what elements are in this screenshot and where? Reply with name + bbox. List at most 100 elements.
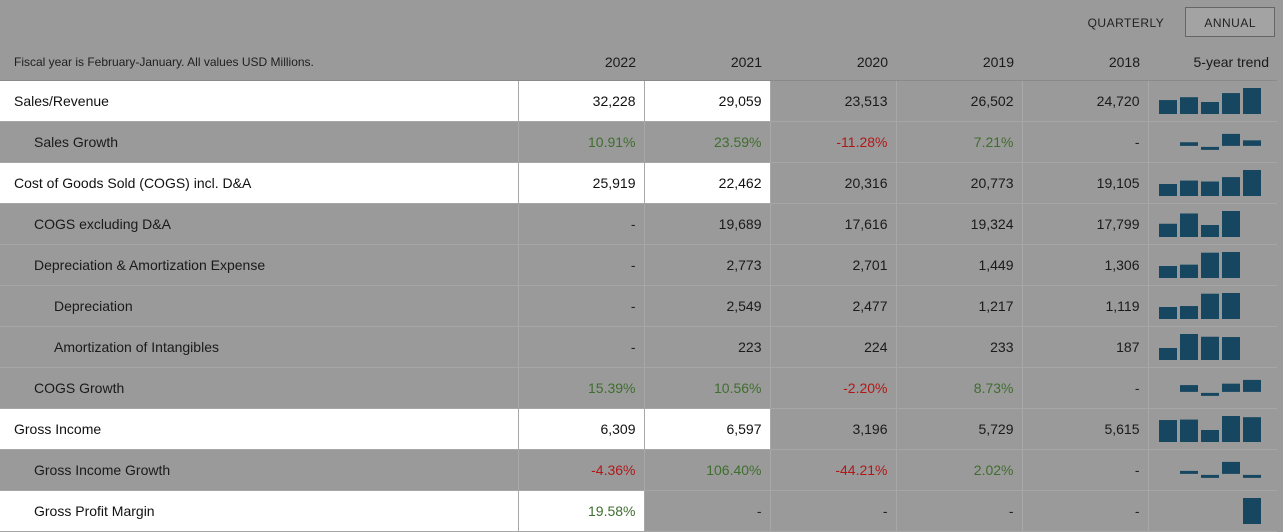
- trend-sparkline: [1158, 334, 1240, 360]
- value-cell: 2.02%: [895, 449, 1022, 491]
- value-cell: -: [1021, 490, 1148, 532]
- trend-bar: [1242, 170, 1261, 196]
- value-cell: -2.20%: [769, 367, 896, 409]
- trend-bar: [1200, 225, 1219, 237]
- row-label: COGS Growth: [0, 367, 518, 409]
- table-row: Depreciation & Amortization Expense -2,77…: [0, 244, 1277, 286]
- value-cell: 19,324: [895, 203, 1022, 245]
- trend-bar: [1179, 97, 1198, 114]
- value-cell: 1,306: [1021, 244, 1148, 286]
- trend-bar: [1221, 461, 1240, 474]
- annual-button[interactable]: ANNUAL: [1185, 7, 1275, 37]
- value-cell: 7.21%: [895, 121, 1022, 163]
- value-cell: 1,449: [895, 244, 1022, 286]
- value-cell: -: [517, 326, 644, 368]
- trend-bar: [1221, 252, 1240, 278]
- row-label: COGS excluding D&A: [0, 203, 518, 245]
- row-label: Sales/Revenue: [0, 80, 518, 122]
- row-label: Gross Income Growth: [0, 449, 518, 491]
- trend-bar: [1200, 293, 1219, 319]
- value-cell: 187: [1021, 326, 1148, 368]
- value-cell: 29,059: [643, 80, 770, 122]
- trend-bar: [1179, 213, 1198, 237]
- value-cell: 2,549: [643, 285, 770, 327]
- value-cell: 5,615: [1021, 408, 1148, 450]
- value-cell: -: [517, 244, 644, 286]
- trend-bar: [1200, 392, 1219, 396]
- table-row: COGS Growth 15.39% 10.56% -2.20% 8.73% -: [0, 367, 1277, 409]
- value-cell: -: [1021, 449, 1148, 491]
- trend-cell: [1147, 203, 1277, 245]
- trend-bar: [1242, 379, 1261, 392]
- trend-bar: [1221, 177, 1240, 196]
- trend-sparkline: [1158, 293, 1240, 319]
- value-cell: 23,513: [769, 80, 896, 122]
- trend-bar: [1179, 419, 1198, 442]
- value-cell: -44.21%: [769, 449, 896, 491]
- trend-cell: [1147, 244, 1277, 286]
- table-row: COGS excluding D&A -19,689 17,616 19,324 17,…: [0, 203, 1277, 245]
- trend-bar: [1158, 266, 1177, 278]
- row-label: Cost of Goods Sold (COGS) incl. D&A: [0, 162, 518, 204]
- value-cell: 2,773: [643, 244, 770, 286]
- table-row: Depreciation -2,549 2,477 1,217 1,119: [0, 285, 1277, 327]
- value-cell: 223: [643, 326, 770, 368]
- value-cell: -11.28%: [769, 121, 896, 163]
- trend-bar: [1200, 430, 1219, 442]
- value-cell: 25,919: [517, 162, 644, 204]
- value-cell: -: [643, 490, 770, 532]
- value-cell: 19.58%: [517, 490, 644, 532]
- trend-bar: [1158, 223, 1177, 237]
- trend-bar: [1200, 474, 1219, 478]
- trend-bar: [1242, 474, 1261, 478]
- value-cell: 224: [769, 326, 896, 368]
- trend-bar: [1179, 385, 1198, 392]
- year-header: 2021: [644, 44, 770, 81]
- value-cell: 2,701: [769, 244, 896, 286]
- trend-bar: [1158, 420, 1177, 442]
- value-cell: -: [1021, 367, 1148, 409]
- trend-cell: [1147, 121, 1277, 163]
- trend-bar: [1200, 181, 1219, 196]
- trend-bar: [1221, 211, 1240, 237]
- trend-bar: [1221, 293, 1240, 319]
- table-row: Amortization of Intangibles -223 224 233 187: [0, 326, 1277, 368]
- table-row: Sales/Revenue 32,228 29,059 23,513 26,502 24,…: [0, 80, 1277, 122]
- trend-bar: [1179, 142, 1198, 146]
- trend-bar: [1242, 140, 1261, 146]
- trend-bar: [1158, 184, 1177, 196]
- trend-bar: [1200, 336, 1219, 360]
- value-cell: 15.39%: [517, 367, 644, 409]
- income-statement-table: Fiscal year is February-January. All val…: [0, 44, 1277, 532]
- value-cell: 233: [895, 326, 1022, 368]
- trend-sparkline: [1158, 252, 1240, 278]
- value-cell: 5,729: [895, 408, 1022, 450]
- row-label: Amortization of Intangibles: [0, 326, 518, 368]
- trend-bar: [1200, 102, 1219, 114]
- trend-bar: [1221, 416, 1240, 442]
- value-cell: 6,309: [517, 408, 644, 450]
- quarterly-button[interactable]: QUARTERLY: [1069, 7, 1184, 37]
- trend-bar: [1200, 146, 1219, 150]
- trend-cell: [1147, 162, 1277, 204]
- value-cell: 19,105: [1021, 162, 1148, 204]
- row-label: Gross Profit Margin: [0, 490, 518, 532]
- trend-bar: [1158, 100, 1177, 114]
- trend-cell: [1147, 80, 1277, 122]
- value-cell: -: [517, 203, 644, 245]
- trend-sparkline: [1179, 379, 1261, 396]
- trend-sparkline: [1242, 498, 1261, 524]
- table-row: Gross Profit Margin 19.58% - - - -: [0, 490, 1277, 532]
- trend-sparkline: [1158, 416, 1261, 442]
- value-cell: 1,217: [895, 285, 1022, 327]
- trend-bar: [1221, 93, 1240, 114]
- year-header: 2019: [896, 44, 1022, 81]
- trend-bar: [1158, 348, 1177, 360]
- year-header: 2020: [770, 44, 896, 81]
- trend-bar: [1242, 417, 1261, 442]
- value-cell: 2,477: [769, 285, 896, 327]
- trend-cell: [1147, 285, 1277, 327]
- trend-bar: [1179, 334, 1198, 360]
- trend-bar: [1179, 264, 1198, 278]
- value-cell: 6,597: [643, 408, 770, 450]
